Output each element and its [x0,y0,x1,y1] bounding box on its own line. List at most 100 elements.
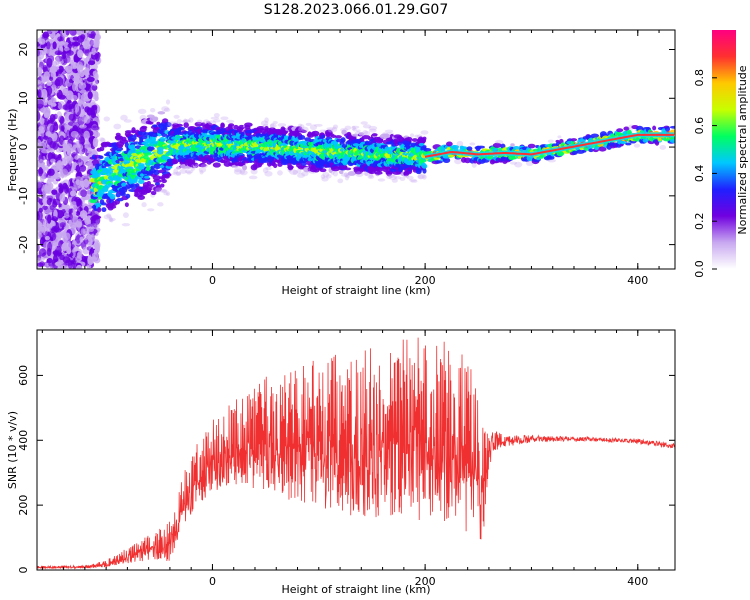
spectrogram-xlabel: Height of straight line (km) [281,284,430,297]
spectrogram-noise-blob [37,103,44,109]
spectrogram-blob [173,168,179,175]
spectrogram-noise-blob [69,222,78,229]
spectrogram-noise-blob [44,235,50,241]
spectrogram-blob [125,193,131,199]
spectrogram-noise-blob [91,47,96,56]
spectrogram-blob [389,174,395,178]
colorbar-tick-label: 0.2 [693,212,706,230]
spectrogram-blob [422,168,427,174]
spectrogram-ridge-core [424,133,674,158]
spectrogram-noise-blob [90,30,96,40]
spectrogram-noise-blob [49,125,56,134]
spectrogram-blob [340,137,346,143]
spectrogram-blob [300,161,307,167]
spectrogram-blob [116,177,122,182]
spectrogram-blob [121,182,127,187]
spectrogram-noise-blob [93,43,100,48]
spectrogram-noise-blob [75,264,83,269]
spectrogram-noise-blob [78,82,87,90]
spectrogram-noise-blob [70,190,77,197]
spectrogram-blob [111,166,118,170]
spectrogram-blob [351,125,356,131]
spectrogram-blob [338,170,344,175]
spectrogram-blob [364,171,370,177]
spectrogram-blob [355,171,364,177]
spectrogram-blob [363,171,369,176]
spectrogram-blob [159,136,166,143]
spectrogram-noise-blob [65,100,73,110]
spectrogram-noise-blob [41,149,49,154]
spectrogram-noise-blob [37,243,40,252]
spectrogram-blob [299,124,305,129]
spectrogram-noise-blob [75,234,81,244]
spectrogram-noise-blob [37,111,41,122]
spectrogram-blob [242,165,247,170]
spectrogram-noise-blob [82,228,90,234]
spectrogram-noise-blob [80,189,87,198]
spectrogram-noise-blob [76,61,84,70]
snr-ytick-label: 600 [17,365,30,386]
spectrogram-blob [141,202,147,208]
spectrogram-noise-blob [65,30,71,36]
spectrogram-noise-blob [52,200,58,208]
spectrogram-noise-blob [80,136,86,145]
spectrogram-blob [190,168,195,171]
spectrogram-blob [262,167,269,174]
spectrogram-noise-blob [64,232,71,241]
spectrogram-blob [128,135,137,141]
spectrogram-noise-blob [87,237,93,242]
spectrogram-blob [371,133,378,137]
spectrogram-blob [319,168,327,173]
colorbar: 0.0 0.2 0.4 0.6 0.8 Normalized spectral ampl… [693,30,749,278]
spectrogram-blob [309,124,318,131]
spectrogram-noise-blob [39,174,45,183]
spectrogram-blob [270,123,275,129]
spectrogram-blob [153,179,162,183]
spectrogram-noise-blob [38,166,43,177]
spectrogram-blob [264,117,269,123]
spectrogram-blob [115,146,124,152]
spectrogram-blob [409,178,417,182]
spectrogram-blob [162,125,168,131]
spectrogram-blob [143,152,153,156]
spectrogram-blob [352,127,357,132]
spectrogram-noise-blob [54,261,62,267]
spectrogram-panel: 0 200 400 -20 -10 0 10 20 Height of straight li… [6,29,676,297]
spectrogram-blob [194,121,203,127]
spectrogram-blob [152,174,161,181]
spectrogram-noise-blob [65,50,74,56]
spectrogram-xtick-label: 0 [209,274,216,287]
spectrogram-blob [163,107,171,113]
spectrogram-blob [156,184,161,189]
spectrogram-blob [344,167,352,171]
spectrogram-blob [161,179,167,184]
spectrogram-blob [633,143,641,148]
spectrogram-blob [109,217,116,222]
snr-ytick-label: 400 [17,430,30,451]
spectrogram-blob [659,145,667,150]
spectrogram-blob [557,135,562,139]
spectrogram-blob [199,162,206,166]
spectrogram-blob [188,117,194,123]
snr-ytick-label: 0 [17,567,30,574]
spectrogram-noise-blob [58,41,65,46]
spectrogram-noise-blob [86,107,93,116]
spectrogram-blob [471,162,477,168]
spectrogram-blob [150,190,157,196]
spectrogram-blob [347,171,356,176]
spectrogram-blob [358,132,365,136]
spectrogram-noise-blob [37,210,43,221]
spectrogram-xtick-label: 200 [415,274,436,287]
spectrogram-blob [332,170,339,177]
spectrogram-blob [158,188,168,193]
spectrogram-noise-blob [47,152,53,161]
spectrogram-blob [417,174,424,180]
spectrogram-ytick-label: -10 [17,187,30,205]
spectrogram-blob [161,132,168,137]
spectrogram-noise-blob [72,82,77,92]
spectrogram-blob [571,150,578,155]
spectrogram-blob [367,174,375,180]
spectrogram-noise-blob [86,264,92,269]
spectrogram-blob [296,168,302,174]
spectrogram-blob [89,198,98,204]
